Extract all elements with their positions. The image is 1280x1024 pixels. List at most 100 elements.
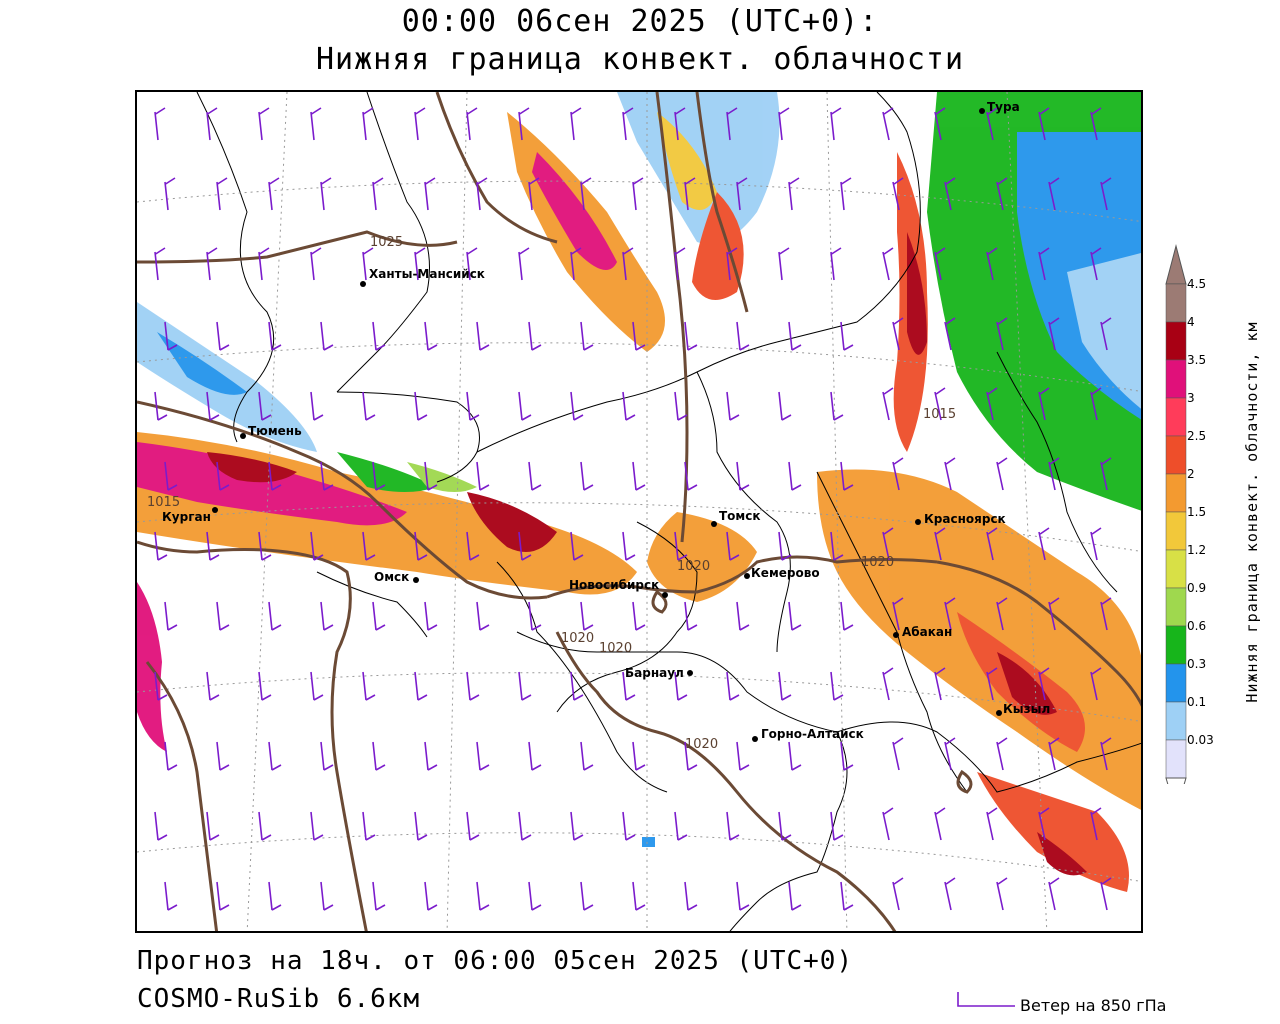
wind-barb (684, 881, 698, 911)
wind-barb (830, 107, 842, 141)
isobar-label: 1025 (370, 235, 403, 250)
scale-swatch (1165, 321, 1187, 361)
wind-barb (476, 741, 490, 771)
model-name: COSMO-RuSib 6.6км (137, 984, 421, 1014)
wind-barb (944, 737, 956, 771)
scale-swatch (1165, 587, 1187, 627)
city-gorno-altaysk[interactable]: Горно-Алтайск (752, 727, 864, 742)
wind-barb (1090, 107, 1102, 141)
map-title: 00:00 06сен 2025 (UTC+0): (401, 4, 879, 39)
wind-barb (570, 671, 584, 701)
wind-barb (258, 531, 272, 561)
wind-barb (1048, 317, 1060, 351)
city-tyumen[interactable]: Тюмень (240, 424, 302, 439)
scale-label: 0.9 (1187, 581, 1207, 595)
scale-label: 0.6 (1187, 619, 1207, 633)
wind-barb (944, 597, 956, 631)
wind-barb (258, 671, 272, 701)
wind-barb (736, 881, 750, 911)
wind-barb (164, 461, 178, 491)
svg-text:Ханты-Мансийск: Ханты-Мансийск (369, 267, 485, 281)
wind-barb (830, 531, 844, 561)
wind-barb (206, 811, 220, 841)
city-tura[interactable]: Тура (979, 100, 1020, 114)
wind-barbs (154, 107, 1112, 911)
wind-barb (320, 601, 334, 631)
wind-barb (622, 391, 636, 421)
wind-barb (1048, 457, 1060, 491)
wind-barb (372, 321, 386, 351)
wind-barb (216, 881, 230, 911)
city-barnaul[interactable]: Барнаул (625, 666, 693, 680)
wind-barb (528, 601, 542, 631)
scale-swatch (1165, 359, 1187, 399)
scale-swatch (1165, 397, 1187, 437)
wind-barb (372, 601, 386, 631)
wind-barb (840, 177, 852, 211)
wind-barb (944, 877, 956, 911)
wind-barb (622, 247, 634, 281)
wind-barb (1038, 247, 1050, 281)
wind-barb (216, 601, 230, 631)
wind-barb (424, 881, 438, 911)
svg-text:Тура: Тура (987, 100, 1020, 114)
wind-barb (1090, 667, 1102, 701)
wind-barb (840, 461, 854, 491)
wind-barb (684, 461, 698, 491)
wind-barb (518, 247, 530, 281)
wind-barb (372, 881, 386, 911)
wind-barb (632, 461, 646, 491)
wind-barb (1100, 737, 1112, 771)
wind-barb (414, 811, 428, 841)
wind-barb (778, 391, 792, 421)
scale-label: 2.5 (1187, 429, 1207, 443)
wind-barb (320, 177, 332, 211)
city-kyzyl[interactable]: Кызыл (996, 702, 1050, 716)
wind-barb (154, 247, 166, 281)
wind-barb (1100, 597, 1112, 631)
wind-barb (892, 597, 904, 631)
wind-barb (1090, 807, 1102, 841)
wind-barb (476, 461, 490, 491)
wind-barb (164, 321, 178, 351)
wind-barb (892, 457, 904, 491)
city-kurgan[interactable]: Курган (162, 507, 218, 524)
wind-barb (892, 737, 904, 771)
wind-barb (310, 811, 324, 841)
wind-barb (164, 881, 178, 911)
scale-label: 4.5 (1187, 277, 1207, 291)
svg-text:Абакан: Абакан (902, 625, 952, 639)
isobar-label: 1020 (561, 631, 594, 646)
wind-barb (268, 741, 282, 771)
wind-barb (414, 531, 428, 561)
city-kemerovo[interactable]: Кемерово (744, 566, 820, 580)
wind-barb (476, 881, 490, 911)
wind-barb (268, 461, 282, 491)
wind-barb (830, 671, 844, 701)
city-omsk[interactable]: Омск (374, 570, 419, 584)
wind-barb (362, 671, 376, 701)
wind-barb (684, 177, 696, 211)
forecast-info: Прогноз на 18ч. от 06:00 05сен 2025 (UTC… (137, 946, 854, 976)
wind-barb (414, 107, 426, 141)
city-novosibirsk[interactable]: Новосибирск (569, 578, 668, 598)
wind-barb (580, 881, 594, 911)
wind-barb (892, 177, 904, 211)
wind-barb (882, 107, 894, 141)
city-tomsk[interactable]: Томск (711, 509, 761, 527)
wind-barb (944, 317, 956, 351)
isobar-label: 1020 (861, 555, 894, 570)
wind-barb (788, 741, 802, 771)
wind-barb (164, 601, 178, 631)
wind-barb (840, 601, 854, 631)
wind-barb (674, 247, 686, 281)
wind-barb (154, 671, 168, 701)
city-krasnoyarsk[interactable]: Красноярск (915, 512, 1006, 526)
wind-barb (882, 387, 894, 421)
city-abakan[interactable]: Абакан (893, 625, 952, 639)
wind-barb (258, 247, 270, 281)
isobar-label: 1015 (147, 495, 180, 510)
wind-barb (310, 671, 324, 701)
city-khanty-mansiysk[interactable]: Ханты-Мансийск (360, 267, 485, 287)
scale-swatch (1165, 283, 1187, 323)
